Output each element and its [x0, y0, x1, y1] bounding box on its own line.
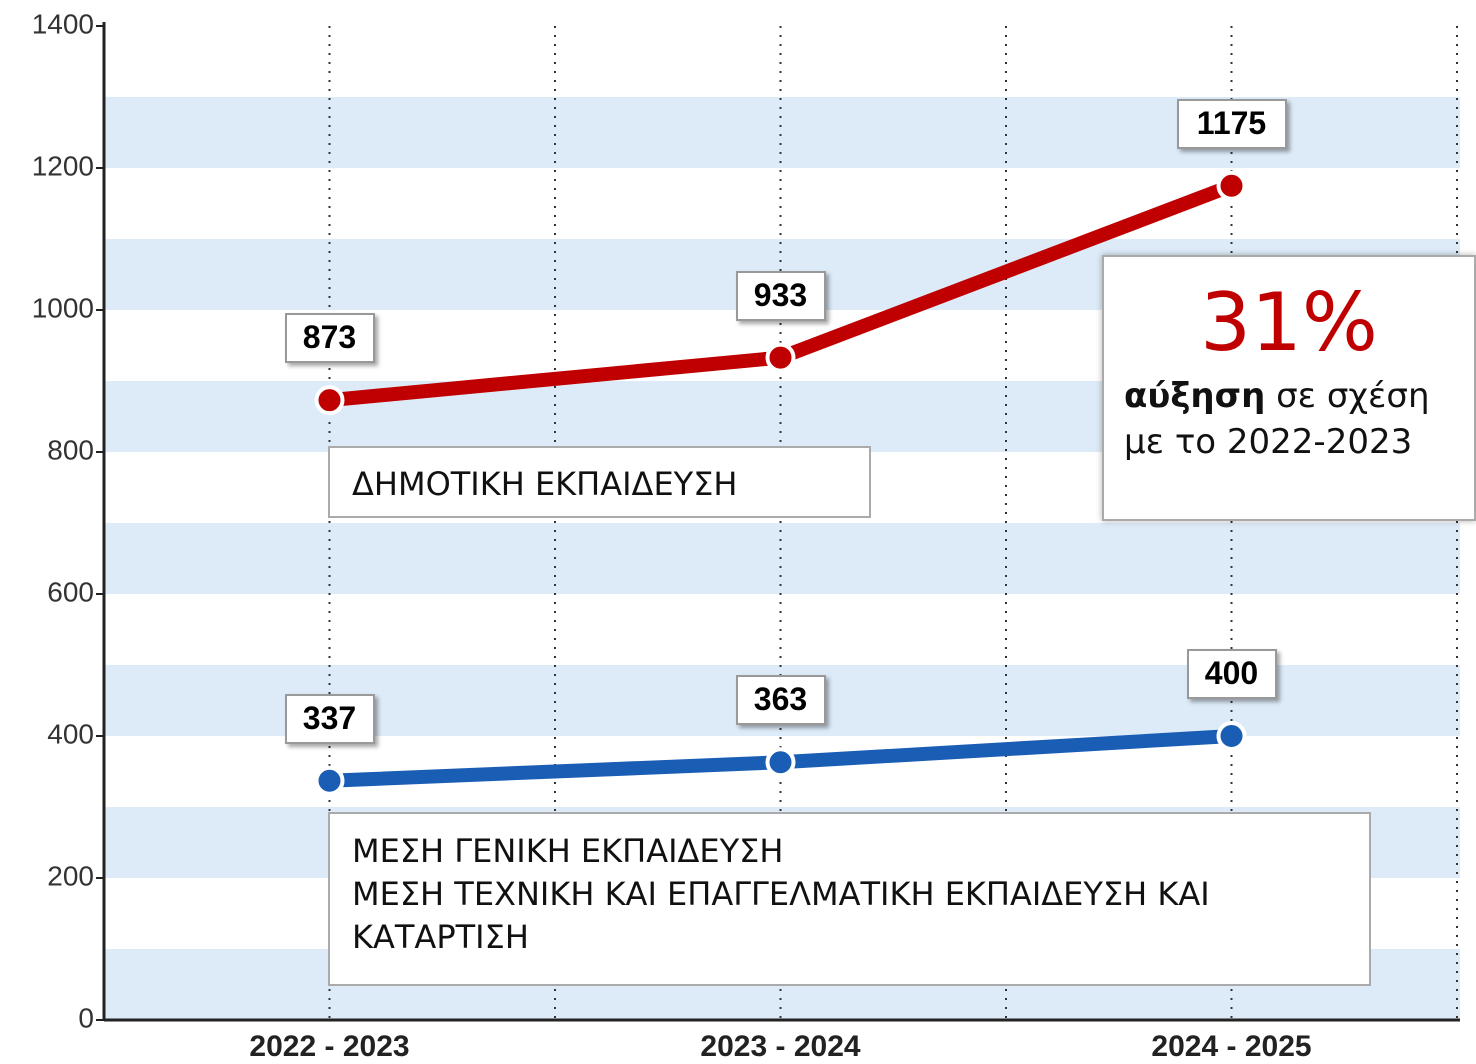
x-tick-label: 2022 - 2023: [249, 1030, 409, 1063]
y-tick-label: 200: [47, 860, 94, 891]
point: [1216, 170, 1247, 201]
data-label: 1175: [1176, 98, 1287, 149]
y-tick-label: 1000: [32, 292, 94, 323]
legend-entry: ΔΗΜΟΤΙΚΗ ΕΚΠΑΙΔΕΥΣΗ: [328, 446, 871, 518]
point: [1216, 721, 1247, 751]
y-tick-label: 1200: [32, 150, 94, 181]
point: [314, 385, 345, 416]
data-label: 400: [1186, 649, 1277, 699]
annotation-rest: σε σχέση με το 2022-2023: [1124, 376, 1430, 462]
data-label: 337: [284, 693, 375, 744]
point: [765, 342, 796, 373]
y-tick-label: 0: [78, 1002, 94, 1033]
annotation: 31% αύξηση σε σχέση με το 2022-2023: [1102, 255, 1476, 521]
point: [765, 747, 796, 778]
annotation-bold: αύξηση: [1124, 376, 1266, 416]
x-tick-label: 2024 - 2025: [1151, 1030, 1311, 1063]
stripe: [104, 523, 1460, 594]
point: [314, 765, 345, 796]
data-label: 363: [735, 675, 826, 726]
y-tick-label: 1400: [32, 8, 94, 39]
legend-entry: ΜΕΣΗ ΓΕΝΙΚΗ ΕΚΠΑΙΔΕΥΣΗ ΜΕΣΗ ΤΕΧΝΙΚΗ ΚΑΙ …: [328, 812, 1371, 986]
y-tick-label: 800: [47, 434, 94, 465]
data-label: 933: [735, 270, 826, 321]
annotation-headline: 31%: [1200, 276, 1378, 369]
x-tick-label: 2023 - 2024: [700, 1030, 860, 1063]
y-tick-label: 600: [47, 576, 94, 607]
y-tick-label: 400: [47, 718, 94, 749]
annotation-text: αύξηση σε σχέση με το 2022-2023: [1104, 373, 1474, 465]
data-label: 873: [284, 313, 375, 364]
